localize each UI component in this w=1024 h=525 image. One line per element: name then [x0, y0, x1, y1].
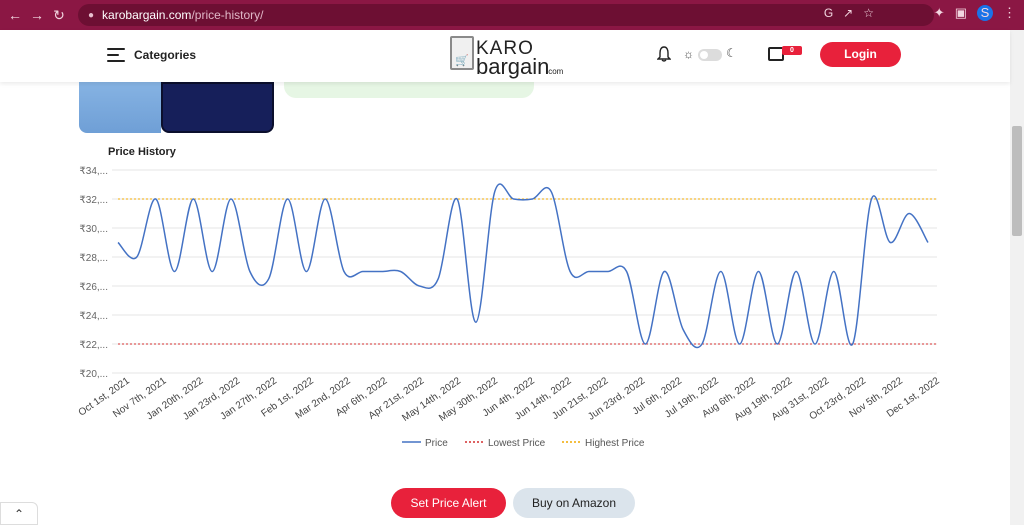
set-price-alert-button[interactable]: Set Price Alert — [391, 488, 506, 518]
bag-icon: 🛒 — [450, 36, 474, 70]
sidepanel-icon[interactable]: ▣ — [954, 5, 967, 20]
bell-icon[interactable] — [657, 46, 671, 62]
menu-dots-icon[interactable]: ⋮ — [1003, 5, 1016, 20]
hamburger-icon[interactable] — [107, 48, 125, 66]
y-tick-label: ₹24,... — [79, 311, 108, 322]
scrollbar-thumb[interactable] — [1012, 126, 1022, 236]
url-domain: karobargain.com — [102, 8, 192, 22]
y-tick-label: ₹32,... — [79, 195, 108, 206]
extensions-icon[interactable]: ✦ — [933, 5, 945, 20]
categories-label[interactable]: Categories — [134, 48, 197, 62]
sun-icon: ☼ — [683, 47, 694, 61]
scroll-up-button[interactable]: ⌃ — [0, 502, 38, 525]
product-image — [79, 82, 274, 133]
chart-title: Price History — [108, 146, 176, 158]
theme-toggle[interactable] — [698, 49, 722, 61]
logo-bottom-text: bargain — [476, 54, 550, 79]
site-logo[interactable]: 🛒 KARO bargain .com — [450, 32, 566, 82]
back-icon[interactable]: ← — [8, 7, 22, 23]
browser-toolbar: ← → ↻ ● karobargain.com /price-history/ … — [0, 0, 1024, 30]
y-tick-label: ₹26,... — [79, 282, 108, 293]
star-icon[interactable]: ☆ — [863, 6, 874, 20]
legend-lowest-price-label: Lowest Price — [488, 438, 546, 449]
price-history-chart: ₹20,... ₹22,... ₹24,... ₹26,... ₹28,... ₹30,.… — [77, 166, 942, 449]
legend-price-label: Price — [425, 438, 448, 449]
url-path: /price-history/ — [191, 8, 264, 22]
moon-icon: ☾ — [726, 46, 737, 60]
chevron-up-icon: ⌃ — [13, 507, 25, 521]
y-tick-label: ₹34,... — [79, 166, 108, 177]
cart-count-badge: 0 — [782, 46, 802, 55]
logo-top-text: KARO — [476, 38, 534, 59]
price-highlight-box — [284, 82, 534, 98]
scrollbar[interactable] — [1010, 30, 1024, 525]
y-tick-label: ₹22,... — [79, 340, 108, 351]
logo-suffix-text: .com — [546, 67, 564, 76]
site-header: Categories 🛒 KARO bargain .com ☼ ☾ 0 Log… — [0, 30, 1010, 82]
address-bar[interactable]: ● karobargain.com /price-history/ — [78, 4, 934, 26]
profile-avatar[interactable]: S — [977, 5, 993, 21]
lock-icon: ● — [88, 9, 95, 21]
y-tick-label: ₹28,... — [79, 253, 108, 264]
series-price-line — [117, 183, 929, 349]
login-button[interactable]: Login — [820, 42, 901, 67]
reload-icon[interactable]: ↻ — [53, 6, 65, 23]
legend-highest-price-label: Highest Price — [585, 438, 645, 449]
google-icon[interactable]: G — [823, 6, 834, 20]
share-icon[interactable]: ↗ — [843, 6, 854, 20]
y-tick-label: ₹20,... — [79, 369, 108, 380]
y-tick-label: ₹30,... — [79, 224, 108, 235]
forward-icon[interactable]: → — [30, 7, 44, 23]
buy-on-amazon-button[interactable]: Buy on Amazon — [513, 488, 635, 518]
